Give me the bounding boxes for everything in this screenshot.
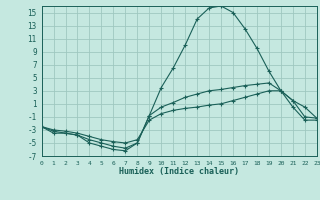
X-axis label: Humidex (Indice chaleur): Humidex (Indice chaleur) [119,167,239,176]
